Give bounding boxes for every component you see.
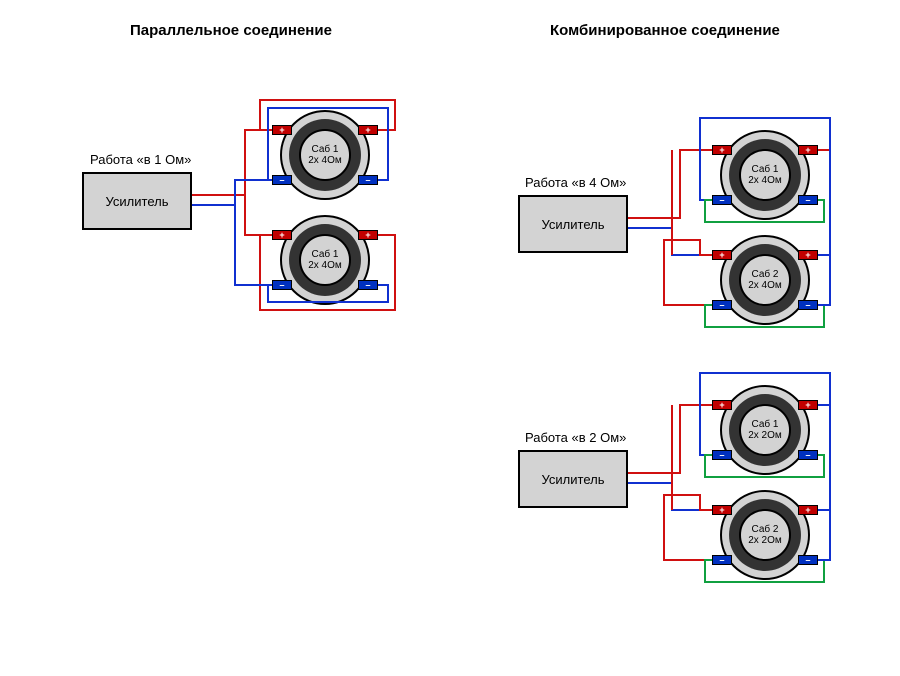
terminal-pos: +	[272, 125, 292, 135]
sub-config: 2x 4Ом	[748, 175, 782, 186]
sub-name: Саб 2	[752, 269, 779, 280]
terminal-neg: –	[798, 195, 818, 205]
sub-parallel-2: Саб 1 2x 4Ом + – + –	[280, 215, 370, 305]
heading-parallel: Параллельное соединение	[130, 22, 332, 39]
work-label-combo2: Работа «в 2 Ом»	[525, 430, 626, 445]
amplifier-label: Усилитель	[106, 194, 169, 209]
sub-name: Саб 1	[752, 419, 779, 430]
sub-name: Саб 1	[312, 249, 339, 260]
terminal-pos: +	[712, 145, 732, 155]
terminal-neg: –	[272, 175, 292, 185]
sub-parallel-1: Саб 1 2x 4Ом + – + –	[280, 110, 370, 200]
terminal-neg: –	[712, 195, 732, 205]
sub-name: Саб 1	[752, 164, 779, 175]
amplifier-combo2: Усилитель	[518, 450, 628, 508]
terminal-pos: +	[712, 250, 732, 260]
sub-name: Саб 2	[752, 524, 779, 535]
terminal-pos: +	[272, 230, 292, 240]
sub-config: 2x 4Ом	[308, 260, 342, 271]
work-label-combo1: Работа «в 4 Ом»	[525, 175, 626, 190]
sub-config: 2x 2Ом	[748, 430, 782, 441]
heading-combined: Комбинированное соединение	[550, 22, 780, 39]
terminal-pos: +	[712, 505, 732, 515]
sub-combo1-1: Саб 1 2x 4Ом + – + –	[720, 130, 810, 220]
terminal-neg: –	[798, 450, 818, 460]
terminal-pos: +	[712, 400, 732, 410]
terminal-pos: +	[798, 145, 818, 155]
sub-config: 2x 4Ом	[308, 155, 342, 166]
sub-config: 2x 2Ом	[748, 535, 782, 546]
sub-config: 2x 4Ом	[748, 280, 782, 291]
terminal-pos: +	[358, 125, 378, 135]
terminal-neg: –	[712, 555, 732, 565]
terminal-pos: +	[798, 400, 818, 410]
amplifier-label: Усилитель	[542, 472, 605, 487]
terminal-pos: +	[798, 250, 818, 260]
sub-name: Саб 1	[312, 144, 339, 155]
sub-combo2-2: Саб 2 2x 2Ом + – + –	[720, 490, 810, 580]
terminal-neg: –	[358, 280, 378, 290]
terminal-neg: –	[712, 300, 732, 310]
amplifier-parallel: Усилитель	[82, 172, 192, 230]
amplifier-combo1: Усилитель	[518, 195, 628, 253]
sub-combo2-1: Саб 1 2x 2Ом + – + –	[720, 385, 810, 475]
work-label-parallel: Работа «в 1 Ом»	[90, 152, 191, 167]
terminal-neg: –	[798, 300, 818, 310]
terminal-neg: –	[798, 555, 818, 565]
terminal-pos: +	[798, 505, 818, 515]
sub-combo1-2: Саб 2 2x 4Ом + – + –	[720, 235, 810, 325]
terminal-neg: –	[272, 280, 292, 290]
terminal-pos: +	[358, 230, 378, 240]
terminal-neg: –	[358, 175, 378, 185]
terminal-neg: –	[712, 450, 732, 460]
amplifier-label: Усилитель	[542, 217, 605, 232]
